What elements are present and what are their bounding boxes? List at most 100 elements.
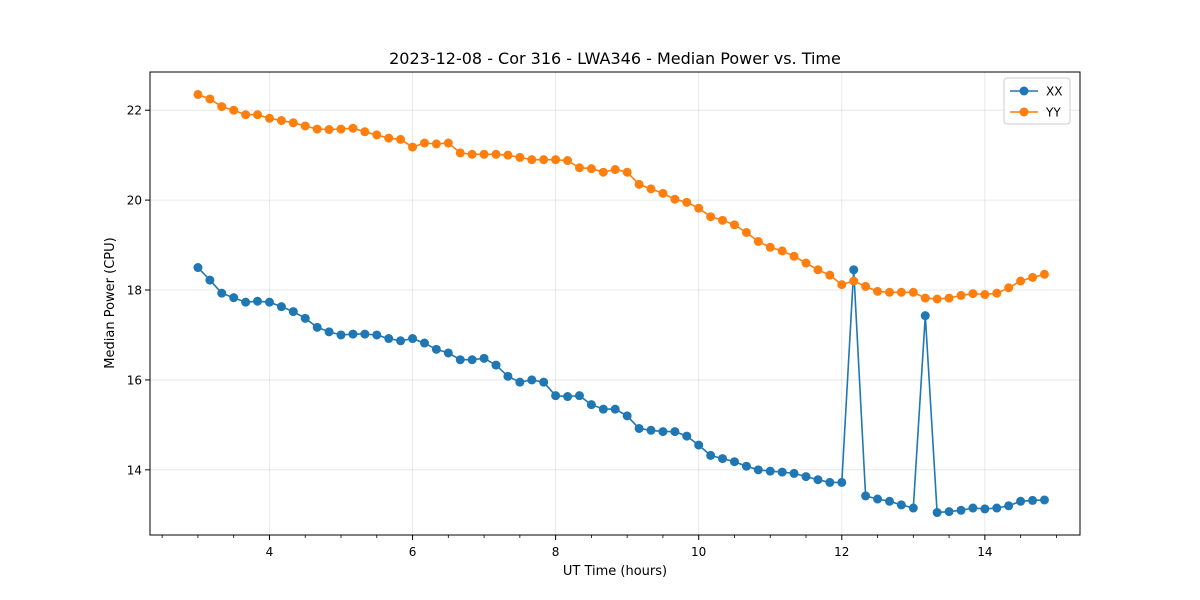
series-xx-point bbox=[861, 491, 871, 501]
series-yy-point bbox=[491, 149, 501, 159]
series-yy-point bbox=[801, 258, 811, 268]
series-xx-point bbox=[646, 425, 656, 435]
series-yy-point bbox=[944, 293, 954, 303]
series-xx-point bbox=[372, 330, 382, 340]
series-yy-point bbox=[503, 150, 513, 160]
data-series bbox=[193, 89, 1049, 518]
series-xx-point bbox=[610, 404, 620, 414]
series-yy-point bbox=[598, 167, 608, 177]
series-xx-point bbox=[408, 334, 418, 344]
series-xx-point bbox=[718, 454, 728, 464]
series-xx-point bbox=[527, 375, 537, 385]
series-xx-point bbox=[896, 500, 906, 510]
series-yy-point bbox=[205, 94, 215, 104]
series-yy-point bbox=[348, 123, 358, 133]
x-tick-label: 8 bbox=[552, 545, 560, 559]
x-tick-label: 14 bbox=[977, 545, 992, 559]
series-yy-point bbox=[408, 142, 418, 152]
series-xx bbox=[193, 263, 1049, 518]
series-xx-point bbox=[873, 494, 883, 504]
series-xx-point bbox=[563, 392, 573, 402]
series-yy-point bbox=[908, 287, 918, 297]
series-xx-point bbox=[491, 360, 501, 370]
series-xx-point bbox=[813, 475, 823, 485]
series-xx-point bbox=[658, 427, 668, 437]
series-yy-point bbox=[777, 246, 787, 256]
series-yy-point bbox=[467, 149, 477, 159]
series-xx-point bbox=[1039, 495, 1049, 505]
series-xx-point bbox=[741, 461, 751, 471]
y-tick-label: 22 bbox=[127, 104, 142, 118]
series-xx-point bbox=[1028, 495, 1038, 505]
series-xx-point bbox=[312, 322, 322, 332]
series-yy-point bbox=[837, 280, 847, 290]
series-xx-point bbox=[670, 427, 680, 437]
series-yy-point bbox=[253, 110, 263, 120]
series-xx-point bbox=[980, 504, 990, 514]
series-xx-point bbox=[932, 508, 942, 518]
series-xx-point bbox=[849, 265, 859, 275]
series-yy-point bbox=[324, 125, 334, 135]
series-yy-point bbox=[360, 127, 370, 137]
series-yy-point bbox=[431, 139, 441, 149]
series-yy-point bbox=[896, 287, 906, 297]
series-yy-point bbox=[932, 294, 942, 304]
series-xx-point bbox=[396, 336, 406, 346]
series-xx-line bbox=[197, 266, 1045, 514]
series-yy-point bbox=[980, 290, 990, 300]
x-tick-label: 6 bbox=[409, 545, 417, 559]
series-yy-point bbox=[264, 113, 274, 123]
series-xx-point bbox=[384, 334, 394, 344]
series-yy-point bbox=[610, 165, 620, 175]
series-yy-point bbox=[241, 110, 251, 120]
series-xx-point bbox=[574, 391, 584, 401]
legend-label: XX bbox=[1046, 85, 1062, 99]
series-yy-point bbox=[527, 155, 537, 165]
series-yy-point bbox=[789, 251, 799, 261]
series-xx-point bbox=[1004, 501, 1014, 511]
series-yy-point bbox=[992, 288, 1002, 298]
x-tick-label: 4 bbox=[266, 545, 274, 559]
series-yy-point bbox=[551, 155, 561, 165]
series-xx-point bbox=[586, 400, 596, 410]
series-yy-point bbox=[873, 286, 883, 296]
legend: XX YY bbox=[1003, 77, 1071, 125]
series-xx-point bbox=[443, 348, 453, 358]
y-tick-label: 14 bbox=[127, 463, 142, 477]
series-xx-point bbox=[276, 302, 286, 312]
plot-frame bbox=[149, 71, 1081, 536]
series-xx-point bbox=[336, 330, 346, 340]
series-yy-line bbox=[197, 93, 1045, 300]
series-xx-point bbox=[992, 503, 1002, 513]
series-xx-point bbox=[706, 450, 716, 460]
series-yy-point bbox=[646, 184, 656, 194]
series-yy-point bbox=[765, 242, 775, 252]
series-xx-point bbox=[348, 329, 358, 339]
series-yy-point bbox=[658, 188, 668, 198]
series-yy-point bbox=[1016, 276, 1026, 286]
series-xx-point bbox=[920, 311, 930, 321]
series-xx-point bbox=[515, 377, 525, 387]
series-xx-point bbox=[241, 297, 251, 307]
series-yy-point bbox=[193, 89, 203, 99]
series-xx-point bbox=[205, 275, 215, 285]
series-xx-point bbox=[753, 465, 763, 475]
series-xx-point bbox=[634, 423, 644, 433]
series-yy-point bbox=[753, 236, 763, 246]
legend-swatch-marker bbox=[1019, 107, 1029, 117]
x-axis-label: UT Time (hours) bbox=[563, 564, 667, 579]
y-axis-label: Median Power (CPU) bbox=[103, 237, 118, 368]
series-yy-point bbox=[539, 155, 549, 165]
series-xx-point bbox=[765, 466, 775, 476]
series-xx-point bbox=[1016, 496, 1026, 506]
series-yy-point bbox=[563, 156, 573, 166]
series-xx-point bbox=[467, 355, 477, 365]
series-xx-point bbox=[825, 477, 835, 487]
series-yy-point bbox=[884, 287, 894, 297]
series-xx-point bbox=[801, 472, 811, 482]
series-xx-point bbox=[968, 503, 978, 513]
series-yy-point bbox=[515, 152, 525, 162]
series-xx-point bbox=[193, 263, 203, 273]
series-xx-point bbox=[300, 313, 310, 323]
series-yy-point bbox=[849, 276, 859, 286]
